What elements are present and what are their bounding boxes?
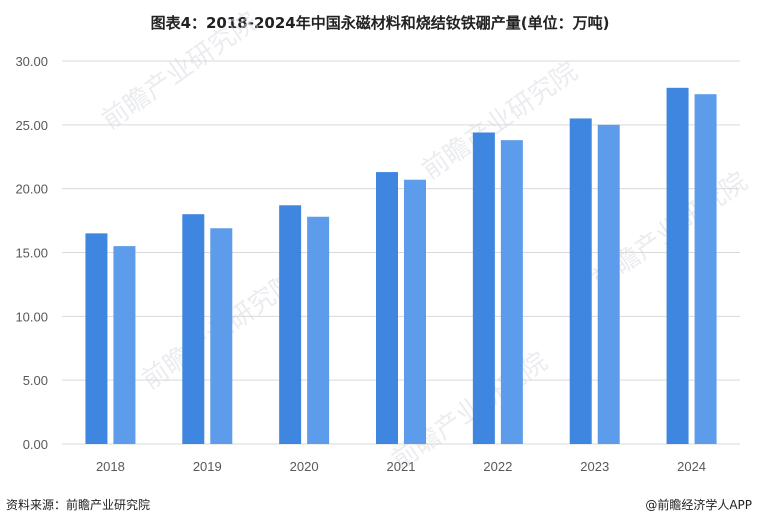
- y-tick-label: 0.00: [23, 437, 48, 452]
- bar-2020-series-2: [307, 216, 330, 444]
- bar-2023-series-2: [597, 124, 620, 444]
- bar-2021-series-1: [376, 172, 398, 444]
- bar-2024-series-1: [666, 87, 689, 444]
- x-tick-label: 2018: [96, 459, 125, 474]
- x-axis-ticks: 2018 2019 2020 2021 2022 2023 2024: [96, 459, 706, 474]
- x-tick-label: 2020: [290, 459, 319, 474]
- bar-2020-series-1: [279, 205, 302, 444]
- bar-2023-series-1: [569, 118, 592, 444]
- bar-2019-series-2: [210, 228, 233, 444]
- y-tick-label: 25.00: [15, 118, 48, 133]
- bar-2018-series-1: [85, 233, 108, 444]
- watermark-text: 前瞻产业研究院: [417, 57, 583, 186]
- y-tick-label: 5.00: [23, 373, 48, 388]
- bar-2021-series-2: [404, 179, 426, 445]
- y-axis-ticks: 0.00 5.00 10.00 15.00 20.00 25.00 30.00: [15, 54, 48, 452]
- bar-2024-series-2: [694, 94, 717, 445]
- source-note: 资料来源：前瞻产业研究院: [6, 498, 151, 512]
- x-tick-label: 2019: [193, 459, 222, 474]
- y-tick-label: 20.00: [15, 182, 48, 197]
- y-tick-label: 15.00: [15, 246, 48, 261]
- x-tick-label: 2024: [677, 459, 706, 474]
- bar-2019-series-1: [182, 214, 205, 444]
- x-tick-label: 2021: [387, 459, 416, 474]
- y-tick-label: 30.00: [15, 54, 48, 69]
- bars: [85, 87, 717, 445]
- brand-credit: @前瞻经济学人APP: [645, 498, 752, 512]
- x-tick-label: 2022: [483, 459, 512, 474]
- bar-2022-series-1: [472, 132, 495, 444]
- bar-2018-series-2: [113, 246, 136, 444]
- watermark-text: 前瞻产业研究院: [97, 7, 263, 136]
- chart-title: 图表4：2018-2024年中国永磁材料和烧结钕铁硼产量(单位：万吨): [150, 14, 610, 32]
- bar-2022-series-2: [500, 140, 523, 445]
- y-tick-label: 10.00: [15, 309, 48, 324]
- x-tick-label: 2023: [580, 459, 609, 474]
- gridlines: [62, 60, 740, 445]
